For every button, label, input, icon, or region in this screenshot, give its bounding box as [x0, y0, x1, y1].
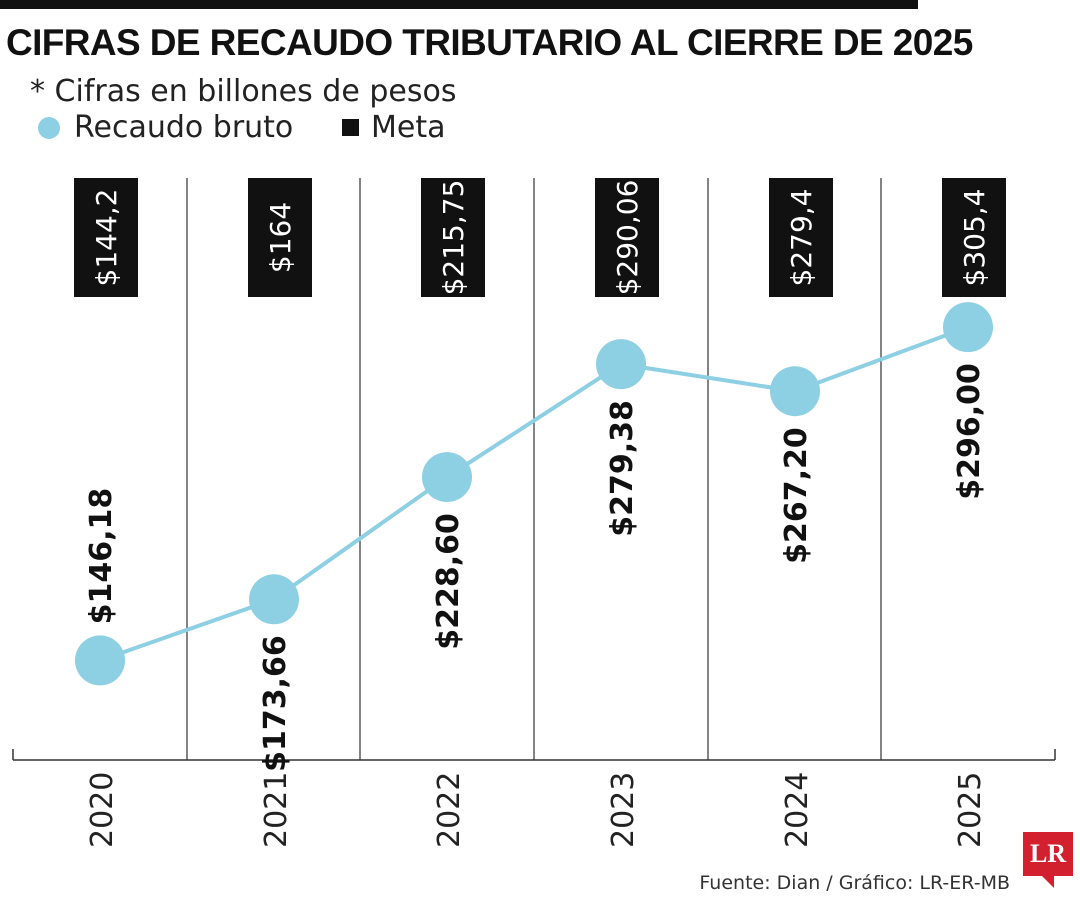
meta-value-label: $144,2	[90, 189, 123, 287]
recaudo-point	[422, 452, 472, 503]
recaudo-point	[770, 366, 820, 417]
x-tick-label: 2024	[780, 772, 815, 848]
x-tick-label: 2021	[259, 772, 294, 848]
lr-logo: LR	[1023, 832, 1073, 876]
chart-subtitle: * Cifras en billones de pesos	[30, 74, 457, 109]
meta-box	[248, 178, 312, 297]
x-tick-label: 2023	[606, 772, 641, 848]
recaudo-point	[596, 339, 646, 390]
meta-box	[942, 178, 1006, 297]
recaudo-point	[943, 302, 993, 353]
meta-box	[595, 178, 659, 297]
meta-value-label: $290,06	[611, 180, 644, 296]
recaudo-value-label: $279,38	[605, 400, 640, 537]
recaudo-value-label: $296,00	[952, 363, 987, 500]
meta-box	[421, 178, 485, 297]
chart-title: CIFRAS DE RECAUDO TRIBUTARIO AL CIERRE D…	[6, 22, 973, 63]
meta-box	[74, 178, 138, 297]
lr-logo-tail	[1042, 876, 1054, 888]
meta-value-label: $164	[264, 202, 297, 273]
source-note: Fuente: Dian / Gráfico: LR-ER-MB	[699, 872, 1010, 894]
legend-item-meta: Meta	[342, 110, 446, 145]
recaudo-value-label: $173,66	[258, 635, 293, 772]
top-rule	[0, 0, 918, 9]
legend-label-recaudo: Recaudo bruto	[74, 110, 294, 145]
legend-square-meta-icon	[342, 119, 359, 136]
recaudo-value-label: $146,18	[84, 488, 119, 625]
meta-value-label: $215,75	[437, 180, 470, 296]
meta-value-label: $279,4	[785, 189, 818, 287]
recaudo-value-label: $267,20	[779, 427, 814, 564]
recaudo-point	[249, 574, 299, 625]
x-tick-label: 2022	[432, 772, 467, 848]
recaudo-line	[99, 325, 969, 663]
x-tick-label: 2020	[85, 772, 120, 848]
meta-value-label: $305,4	[958, 189, 991, 287]
meta-box	[769, 178, 833, 297]
legend-item-recaudo: Recaudo bruto	[38, 110, 293, 145]
legend-label-meta: Meta	[371, 110, 446, 145]
x-tick-label: 2025	[953, 772, 988, 848]
recaudo-value-label: $228,60	[431, 513, 466, 650]
recaudo-point	[75, 635, 125, 686]
legend-dot-recaudo-icon	[38, 116, 60, 139]
